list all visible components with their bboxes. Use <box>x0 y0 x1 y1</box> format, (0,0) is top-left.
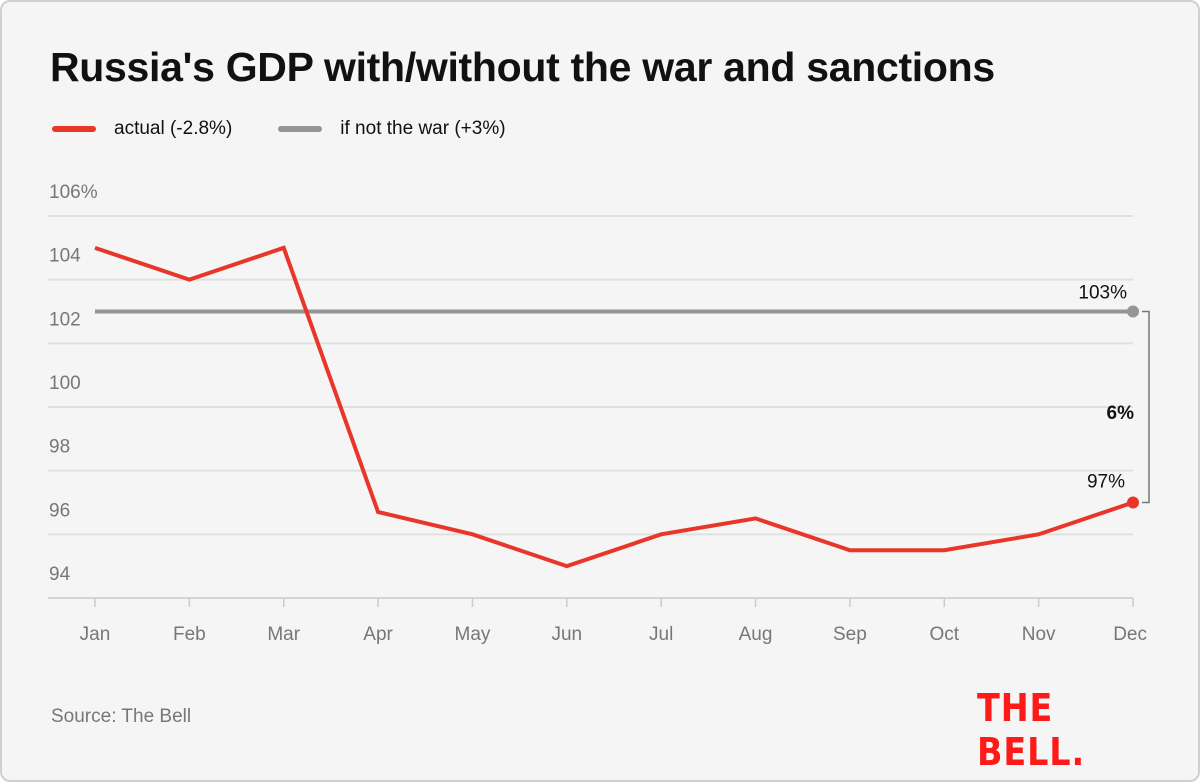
legend: actual (-2.8%) if not the war (+3%) <box>52 118 552 140</box>
y-tick-label: 106% <box>49 182 98 203</box>
y-tick-label: 96 <box>49 500 70 521</box>
x-tick-label: Aug <box>739 624 773 645</box>
x-tick-label: Jan <box>80 624 111 645</box>
source-note: Source: The Bell <box>51 706 192 727</box>
legend-swatch-actual <box>52 126 96 132</box>
end-point-no-war <box>1127 305 1139 318</box>
legend-swatch-no-war <box>278 126 323 132</box>
gap-bracket <box>1142 310 1150 504</box>
y-tick-label: 104 <box>49 246 81 267</box>
x-tick-label: Sep <box>833 624 867 645</box>
chart-title: Russia's GDP with/without the war and sa… <box>50 44 995 90</box>
x-tick-label: Feb <box>173 624 206 645</box>
legend-label-actual: actual (-2.8%) <box>114 118 233 139</box>
gap-label: 6% <box>1107 403 1135 424</box>
y-tick-label: 102 <box>49 309 81 330</box>
end-label-no-war: 103% <box>1078 283 1127 304</box>
end-point-actual <box>1127 496 1139 509</box>
x-tick-label: Dec <box>1113 624 1147 645</box>
legend-item-actual: actual (-2.8%) <box>52 118 232 140</box>
x-tick-label: Apr <box>363 624 393 645</box>
series-line-actual <box>94 245 1134 569</box>
x-tick-label: Oct <box>929 624 959 645</box>
legend-label-no-war: if not the war (+3%) <box>340 118 506 139</box>
end-label-actual: 97% <box>1087 472 1125 493</box>
y-tick-label: 94 <box>49 564 71 585</box>
logo: THE BELL. <box>977 686 1086 774</box>
legend-item-no-war: if not the war (+3%) <box>278 118 506 140</box>
x-tick-label: Jun <box>551 624 582 645</box>
x-tick-label: Mar <box>267 624 300 645</box>
y-tick-label: 98 <box>49 437 70 458</box>
y-tick-label: 100 <box>49 373 81 394</box>
x-tick-label: May <box>455 624 491 645</box>
x-tick-label: Nov <box>1022 624 1056 645</box>
x-tick-label: Jul <box>649 624 673 645</box>
